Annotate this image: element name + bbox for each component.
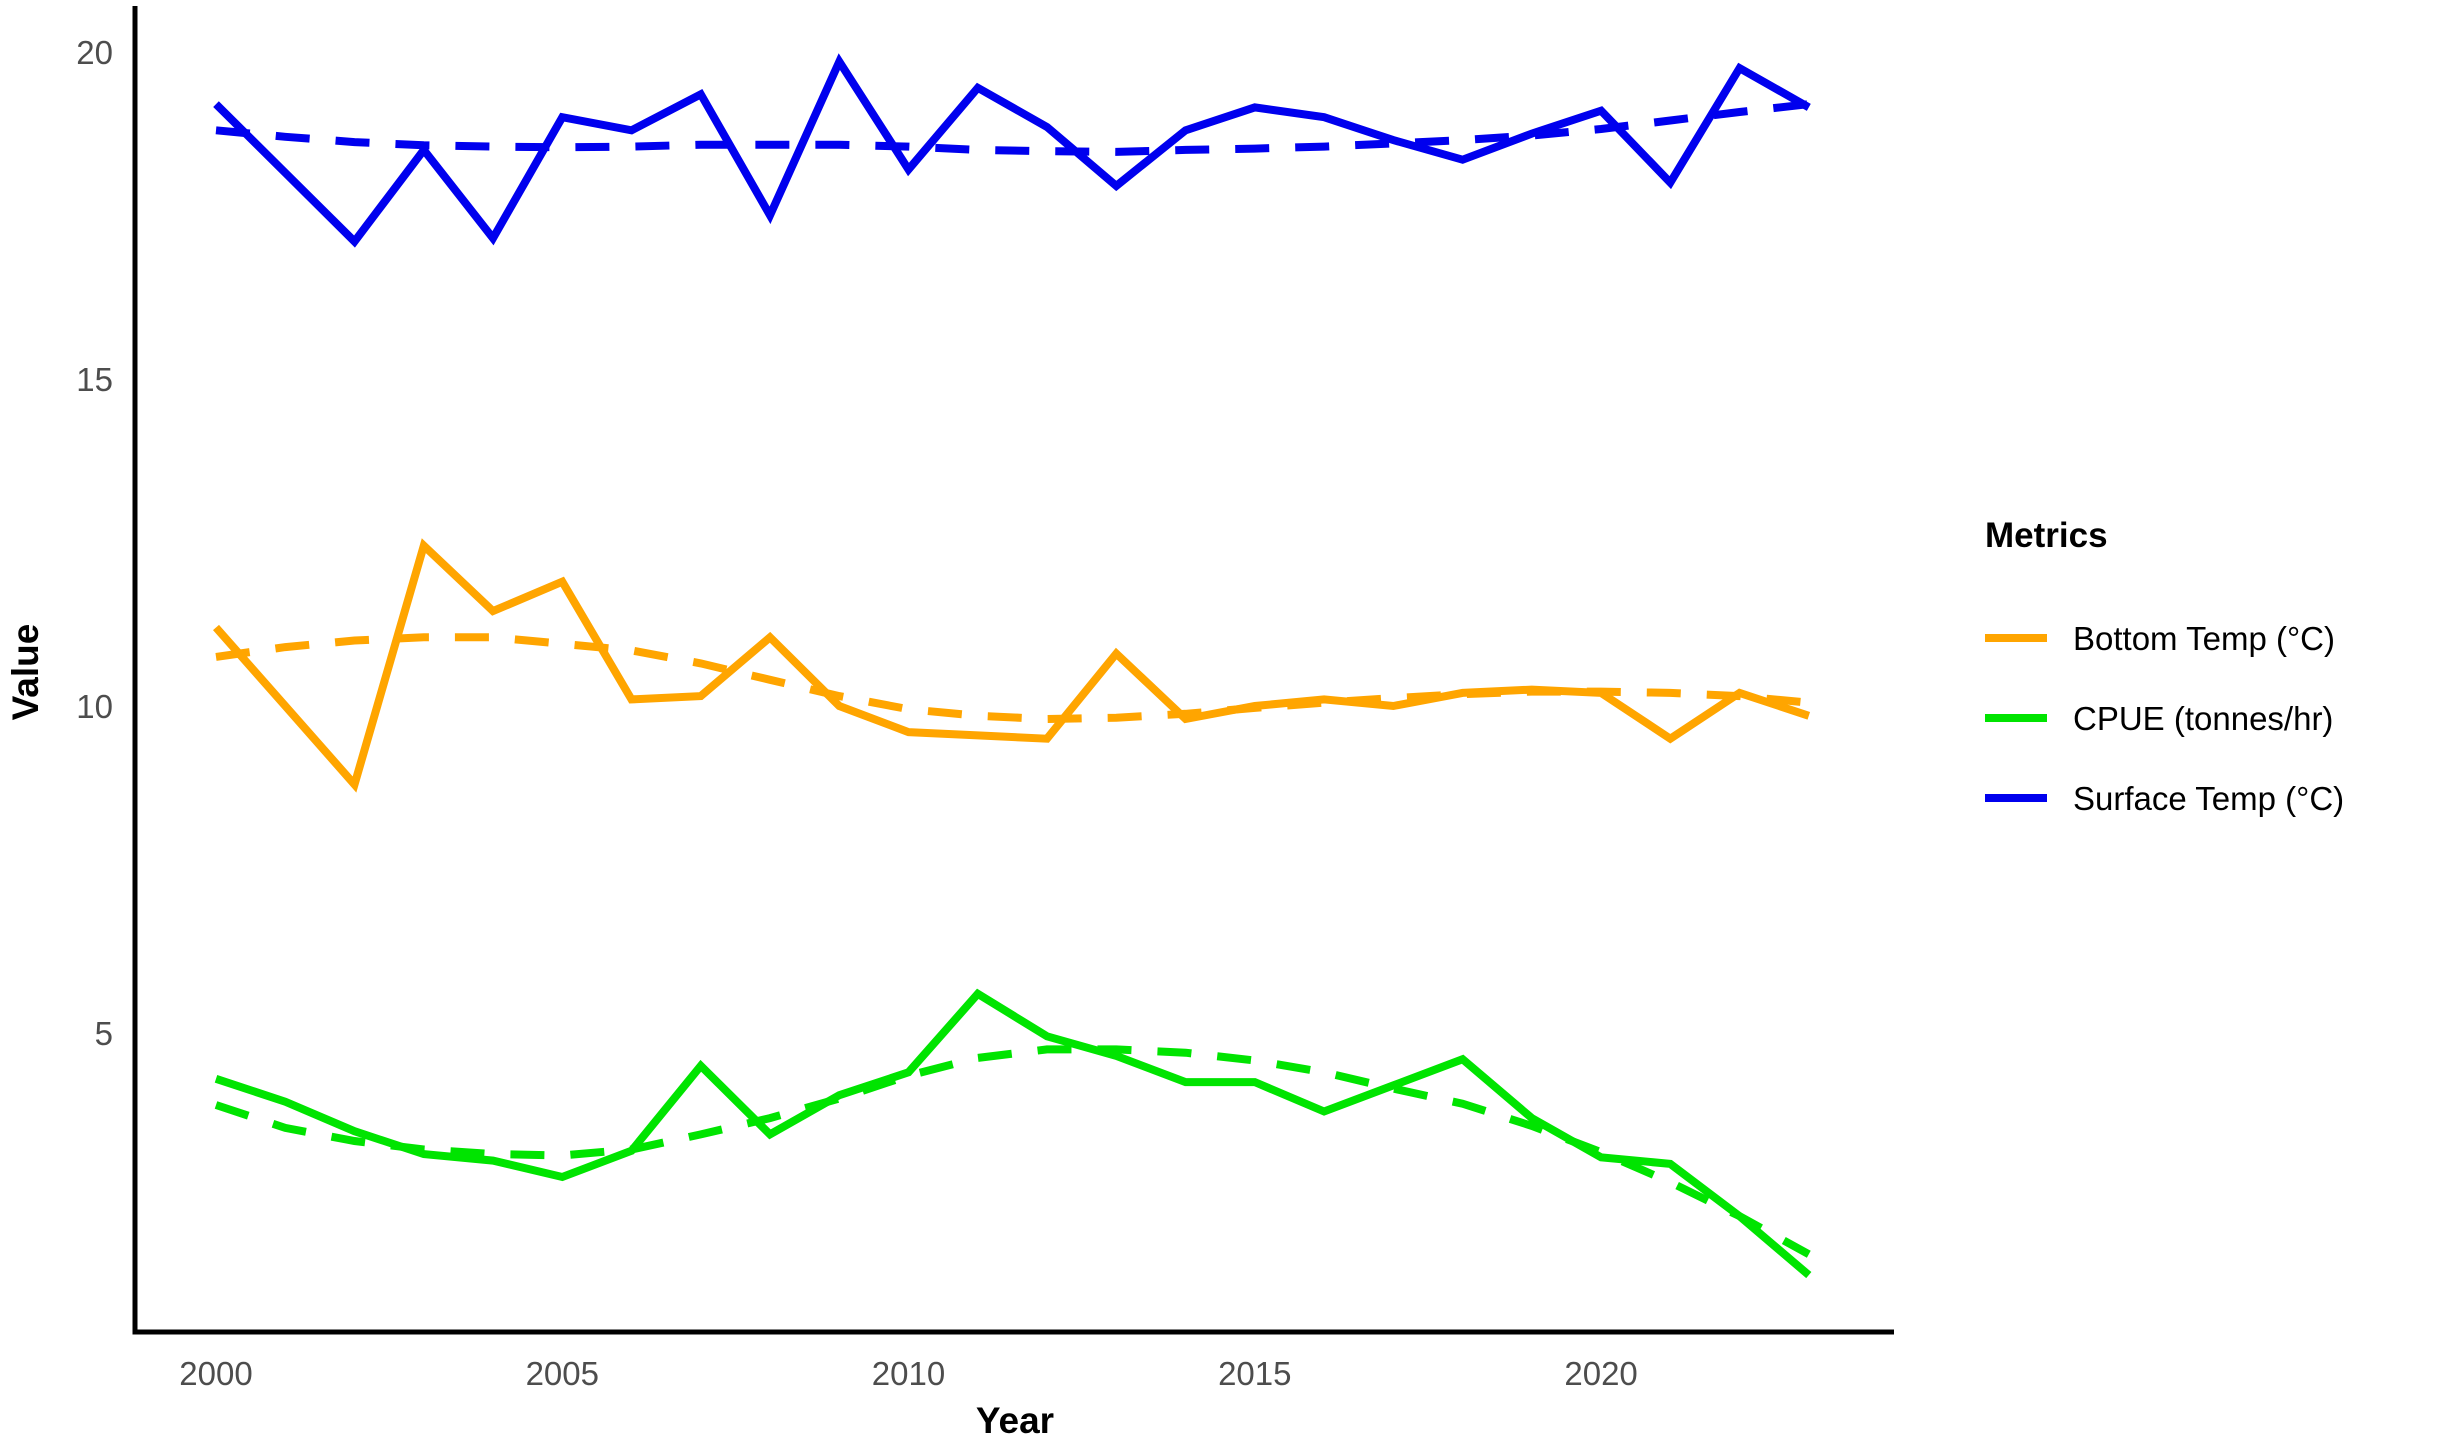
legend-line-swatch-blue (1985, 794, 2047, 802)
y-tick-label: 15 (76, 361, 113, 398)
series-line-surface-temp-c-trend (215, 100, 1810, 156)
x-axis-tick-labels: 2000 2005 2010 2015 2020 (179, 1355, 1638, 1392)
series-line-cpue-tonnes-hr-trend (214, 1045, 1811, 1258)
y-axis-tick-labels: 5 10 15 20 (76, 34, 113, 1052)
legend-label: Surface Temp (°C) (2073, 779, 2345, 817)
legend-line-swatch-green (1985, 714, 2047, 722)
legend-label: Bottom Temp (°C) (2073, 619, 2335, 657)
x-tick-label: 2005 (526, 1355, 599, 1392)
x-tick-label: 2010 (872, 1355, 945, 1392)
y-tick-label: 20 (76, 34, 113, 71)
legend-line-swatch-orange (1985, 634, 2047, 642)
data-series-lines (213, 53, 1812, 1279)
legend-item-bottom-temp: Bottom Temp (°C) (1985, 600, 2344, 676)
y-axis-title: Value (5, 623, 46, 721)
legend-item-surface-temp: Surface Temp (°C) (1985, 760, 2344, 836)
x-tick-label: 2000 (179, 1355, 252, 1392)
series-line-bottom-temp-c-trend (215, 633, 1810, 724)
x-tick-label: 2015 (1218, 1355, 1291, 1392)
series-line-cpue-tonnes-hr- (214, 988, 1812, 1279)
legend-label: CPUE (tonnes/hr) (2073, 699, 2334, 737)
x-tick-label: 2020 (1564, 1355, 1637, 1392)
y-tick-label: 5 (95, 1015, 113, 1052)
x-axis-title: Year (975, 1400, 1055, 1441)
y-tick-label: 10 (76, 688, 113, 725)
legend-item-cpue: CPUE (tonnes/hr) (1985, 680, 2344, 756)
series-line-bottom-temp-c- (213, 538, 1811, 793)
legend-title: Metrics (1985, 516, 2108, 555)
legend: Metrics Bottom Temp (°C) CPUE (tonnes/hr… (1985, 516, 2344, 840)
series-line-surface-temp-c- (213, 53, 1811, 248)
